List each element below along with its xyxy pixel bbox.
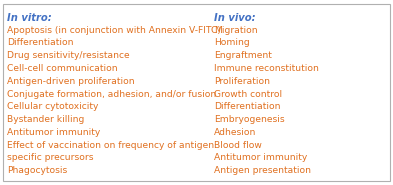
Text: Immune reconstitution: Immune reconstitution xyxy=(214,64,319,73)
Text: Bystander killing: Bystander killing xyxy=(7,115,84,124)
Text: Apoptosis (in conjunction with Annexin V-FITC): Apoptosis (in conjunction with Annexin V… xyxy=(7,26,221,35)
Text: Embryogenesis: Embryogenesis xyxy=(214,115,285,124)
Text: Growth control: Growth control xyxy=(214,90,282,99)
Text: Migration: Migration xyxy=(214,26,258,35)
Text: Cell-cell communication: Cell-cell communication xyxy=(7,64,118,73)
Text: Blood flow: Blood flow xyxy=(214,141,262,150)
Text: Antigen presentation: Antigen presentation xyxy=(214,166,311,175)
Text: Proliferation: Proliferation xyxy=(214,77,270,86)
Text: Antitumor immunity: Antitumor immunity xyxy=(7,128,100,137)
Text: Differentiation: Differentiation xyxy=(7,38,73,48)
Text: Drug sensitivity/resistance: Drug sensitivity/resistance xyxy=(7,51,130,60)
Text: Antigen-driven proliferation: Antigen-driven proliferation xyxy=(7,77,135,86)
Text: In vivo:: In vivo: xyxy=(214,13,256,23)
Text: Phagocytosis: Phagocytosis xyxy=(7,166,67,175)
Text: Cellular cytotoxicity: Cellular cytotoxicity xyxy=(7,102,99,111)
Text: Adhesion: Adhesion xyxy=(214,128,257,137)
Text: In vitro:: In vitro: xyxy=(7,13,52,23)
FancyBboxPatch shape xyxy=(3,4,390,181)
Text: Differentiation: Differentiation xyxy=(214,102,281,111)
Text: Engraftment: Engraftment xyxy=(214,51,272,60)
Text: Effect of vaccination on frequency of antigen: Effect of vaccination on frequency of an… xyxy=(7,141,214,150)
Text: specific precursors: specific precursors xyxy=(7,153,94,162)
Text: Homing: Homing xyxy=(214,38,250,48)
Text: Antitumor immunity: Antitumor immunity xyxy=(214,153,307,162)
Text: Conjugate formation, adhesion, and/or fusion: Conjugate formation, adhesion, and/or fu… xyxy=(7,90,216,99)
